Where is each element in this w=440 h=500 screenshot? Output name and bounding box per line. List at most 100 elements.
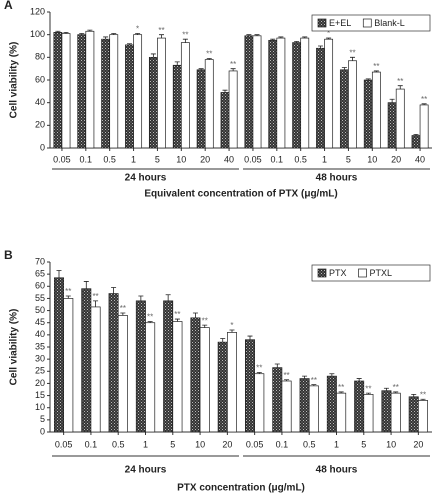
- x-tick-label: 0.05: [55, 439, 73, 449]
- bar: [299, 378, 310, 433]
- bar: [316, 47, 325, 149]
- significance-label: *: [230, 321, 233, 330]
- y-tick-label: 40: [35, 329, 45, 339]
- error-bar: [63, 32, 69, 34]
- error-bar: [202, 324, 208, 328]
- significance-label: **: [206, 50, 212, 59]
- error-bar: [198, 68, 204, 70]
- bar: [371, 71, 381, 149]
- bar: [272, 367, 283, 433]
- error-bar: [365, 392, 371, 395]
- error-bar: [103, 36, 109, 40]
- error-bar: [56, 270, 62, 278]
- y-tick-label: 60: [35, 281, 45, 291]
- x-tick-label: 0.1: [276, 439, 289, 449]
- error-bar: [311, 384, 317, 386]
- error-bar: [270, 38, 276, 41]
- significance-label: **: [349, 48, 355, 57]
- y-tick-label: 40: [35, 97, 45, 107]
- y-tick-label: 80: [35, 52, 45, 62]
- bar: [419, 104, 429, 149]
- y-tick-label: 10: [35, 402, 45, 412]
- bar: [324, 38, 334, 149]
- error-bar: [147, 321, 153, 323]
- bar: [172, 321, 183, 433]
- y-tick-label: 20: [35, 378, 45, 388]
- legend-label: PTX: [329, 268, 347, 278]
- y-tick-label: 120: [30, 6, 45, 16]
- group-label: 24 hours: [125, 173, 167, 184]
- significance-label: **: [373, 62, 379, 71]
- error-bar: [274, 363, 280, 368]
- y-tick-label: 100: [30, 29, 45, 39]
- x-tick-label: 20: [391, 154, 401, 164]
- bar: [292, 42, 302, 149]
- y-tick-label: 60: [35, 74, 45, 84]
- significance-label: **: [158, 26, 164, 35]
- bar: [163, 300, 174, 433]
- error-bar: [326, 37, 332, 40]
- x-tick-label: 20: [200, 154, 210, 164]
- group-label: 48 hours: [316, 173, 358, 184]
- error-bar: [246, 34, 252, 36]
- significance-label: **: [92, 292, 98, 301]
- error-bar: [420, 398, 426, 401]
- error-bar: [111, 33, 117, 35]
- error-bar: [413, 134, 419, 136]
- significance-label: **: [65, 287, 71, 296]
- legend-swatch: [358, 268, 367, 278]
- legend-label: PTXL: [370, 268, 393, 278]
- bar: [244, 35, 254, 149]
- group-label: 48 hours: [316, 465, 358, 476]
- error-bar: [329, 373, 335, 377]
- x-tick-label: 1: [143, 439, 148, 449]
- y-tick-label: 70: [35, 256, 45, 266]
- y-tick-label: 50: [35, 305, 45, 315]
- bar: [339, 69, 349, 149]
- bar: [63, 298, 74, 433]
- bar: [133, 34, 143, 149]
- y-tick-label: 30: [35, 354, 45, 364]
- error-bar: [341, 67, 347, 70]
- error-bar: [150, 53, 156, 58]
- bar: [217, 341, 228, 433]
- error-bar: [83, 281, 89, 289]
- y-tick-label: 55: [35, 293, 45, 303]
- significance-label: *: [327, 29, 330, 38]
- x-tick-label: 1: [131, 154, 136, 164]
- bar: [227, 332, 237, 433]
- bar: [245, 339, 255, 433]
- bar: [300, 37, 310, 149]
- error-bar: [397, 85, 403, 90]
- significance-label: **: [397, 77, 403, 86]
- x-tick-label: 0.1: [80, 154, 93, 164]
- y-tick-label: 20: [35, 120, 45, 130]
- error-bar: [120, 312, 126, 316]
- y-tick-label: 15: [35, 390, 45, 400]
- bar: [220, 92, 230, 149]
- bar: [190, 317, 201, 433]
- y-tick-label: 0: [40, 426, 45, 436]
- error-bar: [55, 30, 61, 33]
- bar: [268, 39, 278, 149]
- y-axis-label: Cell viability (%): [9, 42, 20, 119]
- error-bar: [373, 70, 379, 73]
- y-tick-label: 35: [35, 341, 45, 351]
- bar: [101, 38, 111, 149]
- x-tick-label: 40: [415, 154, 425, 164]
- bar: [363, 79, 373, 149]
- bar: [108, 293, 119, 433]
- bar: [336, 392, 347, 433]
- bar: [354, 380, 365, 433]
- error-bar: [356, 378, 362, 381]
- bar: [61, 33, 71, 149]
- error-bar: [87, 29, 93, 32]
- x-tick-label: 0.5: [303, 439, 316, 449]
- bar: [204, 59, 214, 149]
- bar: [199, 327, 210, 433]
- significance-label: **: [174, 310, 180, 319]
- error-bar: [229, 329, 235, 333]
- bar: [148, 56, 158, 149]
- error-bar: [135, 33, 141, 35]
